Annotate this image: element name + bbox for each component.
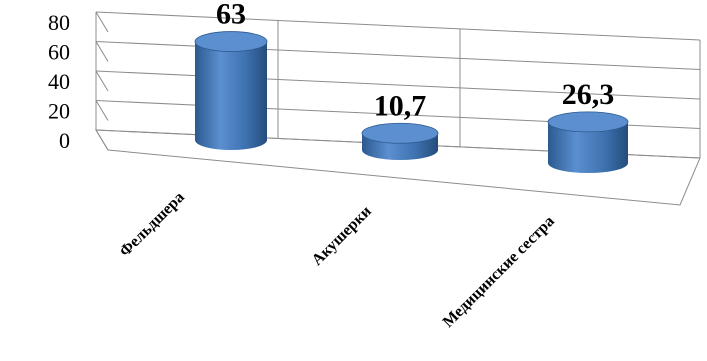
gridline-side [95, 11, 109, 33]
y-tick-label: 40 [48, 69, 70, 94]
y-tick-label: 0 [59, 128, 70, 153]
y-tick-label: 60 [48, 40, 70, 65]
category-label: Акушерки [309, 203, 375, 269]
gridline-side [95, 70, 109, 92]
gridline-back [95, 41, 701, 70]
chart-bars [194, 31, 629, 173]
bar-top [547, 111, 629, 133]
data-labels: 63 10,7 26,3 [216, 0, 614, 122]
bar-2 [547, 111, 629, 173]
y-tick-label: 80 [48, 10, 70, 35]
gridline-side [95, 41, 109, 62]
bar-top [361, 122, 439, 144]
bar-body [548, 121, 628, 173]
chart-floor [95, 129, 701, 206]
bar-body [195, 41, 267, 150]
category-labels: Фельдшера Акушерки Медицинские сестра [116, 189, 557, 331]
y-axis-ticks: 0 20 40 60 80 [48, 10, 70, 153]
data-label: 63 [216, 0, 246, 31]
bar-0 [194, 31, 268, 150]
bar-top [194, 31, 268, 52]
y-tick-label: 20 [48, 99, 70, 124]
category-label: Медицинские сестра [440, 213, 558, 331]
bar-1 [361, 122, 439, 160]
category-label: Фельдшера [116, 189, 187, 260]
gridline-side [95, 100, 109, 121]
data-label: 26,3 [562, 78, 615, 111]
gridline-back [95, 11, 701, 41]
data-label: 10,7 [374, 89, 427, 122]
